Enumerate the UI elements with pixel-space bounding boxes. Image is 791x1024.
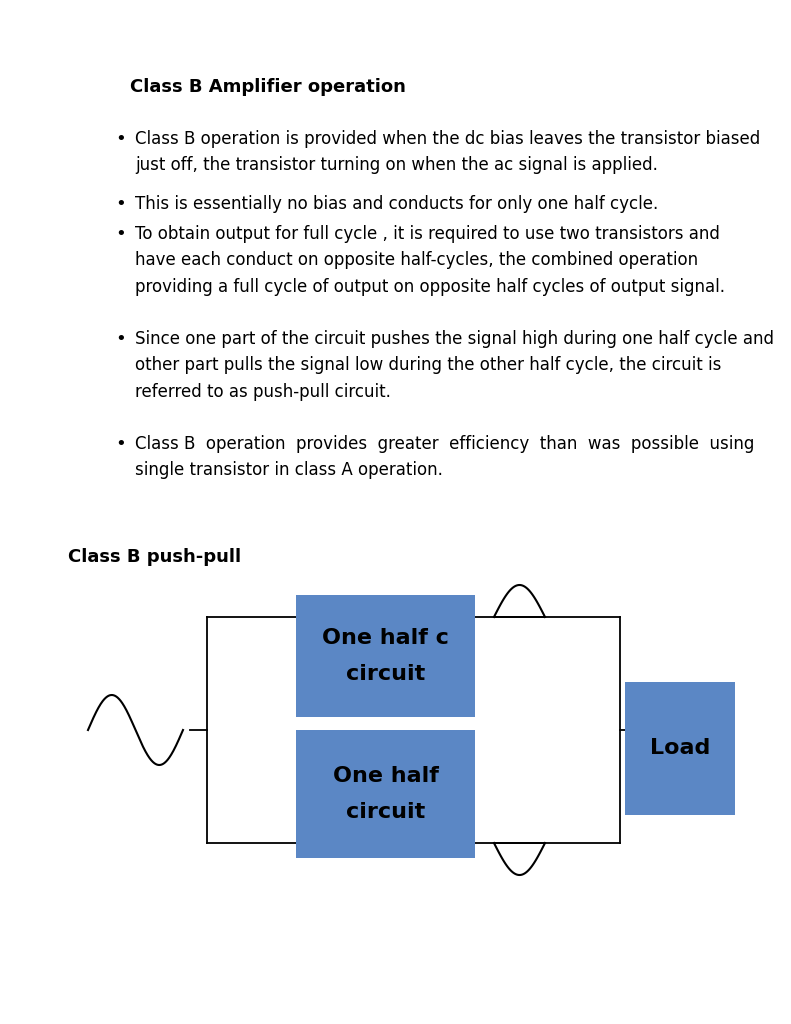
Text: To obtain output for full cycle , it is required to use two transistors and
have: To obtain output for full cycle , it is … [135, 225, 725, 296]
Text: •: • [115, 435, 126, 453]
Bar [625, 682, 735, 815]
Text: •: • [115, 225, 126, 243]
Text: Class B operation is provided when the dc bias leaves the transistor biased
just: Class B operation is provided when the d… [135, 130, 760, 174]
Bar [296, 595, 475, 717]
Text: •: • [115, 330, 126, 348]
Bar [296, 730, 475, 858]
Text: Since one part of the circuit pushes the signal high during one half cycle and
o: Since one part of the circuit pushes the… [135, 330, 774, 400]
Text: Load: Load [650, 738, 710, 759]
Text: One half
circuit: One half circuit [332, 766, 438, 822]
Text: Class B push-pull: Class B push-pull [68, 548, 241, 566]
Text: Class B Amplifier operation: Class B Amplifier operation [130, 78, 406, 96]
Text: This is essentially no bias and conducts for only one half cycle.: This is essentially no bias and conducts… [135, 195, 658, 213]
Text: •: • [115, 195, 126, 213]
Text: One half c
circuit: One half c circuit [322, 628, 449, 684]
Text: •: • [115, 130, 126, 148]
Text: Class B  operation  provides  greater  efficiency  than  was  possible  using
si: Class B operation provides greater effic… [135, 435, 755, 479]
